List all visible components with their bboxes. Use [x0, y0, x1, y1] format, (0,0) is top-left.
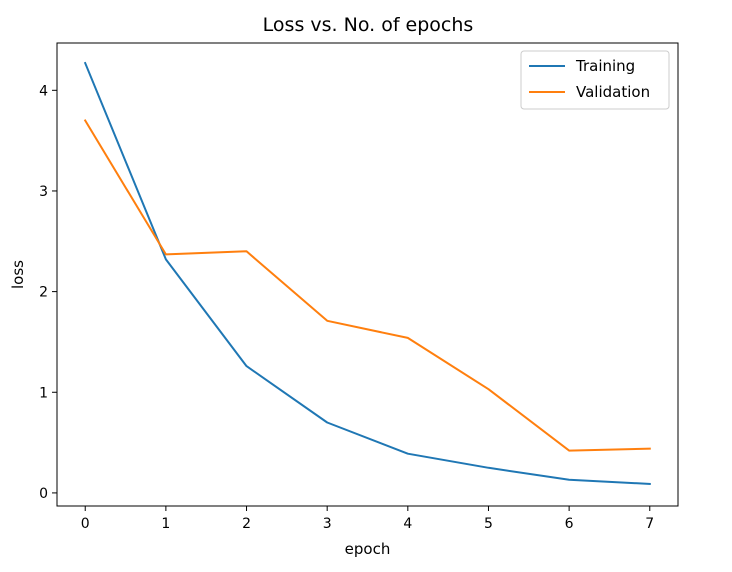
- series-line-training: [83, 61, 651, 485]
- y-tick-label: 3: [39, 184, 48, 200]
- x-tick-label: 7: [645, 516, 654, 532]
- y-axis-ticks: 0 1 2 3 4: [39, 83, 57, 502]
- y-tick-label: 2: [39, 285, 48, 301]
- x-tick-label: 5: [484, 516, 493, 532]
- x-axis-ticks: 0 1 2 3 4 5 6 7: [81, 506, 654, 532]
- series-line-validation: [83, 119, 651, 452]
- plot-frame: [56, 42, 679, 507]
- x-tick-label: 0: [81, 516, 90, 532]
- x-axis-title: epoch: [345, 540, 391, 558]
- series-layer: [83, 61, 651, 485]
- x-tick-label: 4: [403, 516, 412, 532]
- y-tick-label: 0: [39, 486, 48, 502]
- y-axis-title: loss: [9, 260, 27, 289]
- x-tick-label: 6: [565, 516, 574, 532]
- y-tick-label: 1: [39, 385, 48, 401]
- legend-label: Validation: [576, 83, 650, 101]
- y-tick-label: 4: [39, 83, 48, 99]
- x-tick-label: 3: [323, 516, 332, 532]
- x-tick-label: 2: [242, 516, 251, 532]
- x-tick-label: 1: [161, 516, 170, 532]
- legend-label: Training: [575, 57, 635, 75]
- legend: Training Validation: [520, 50, 670, 110]
- chart-title: Loss vs. No. of epochs: [263, 14, 474, 36]
